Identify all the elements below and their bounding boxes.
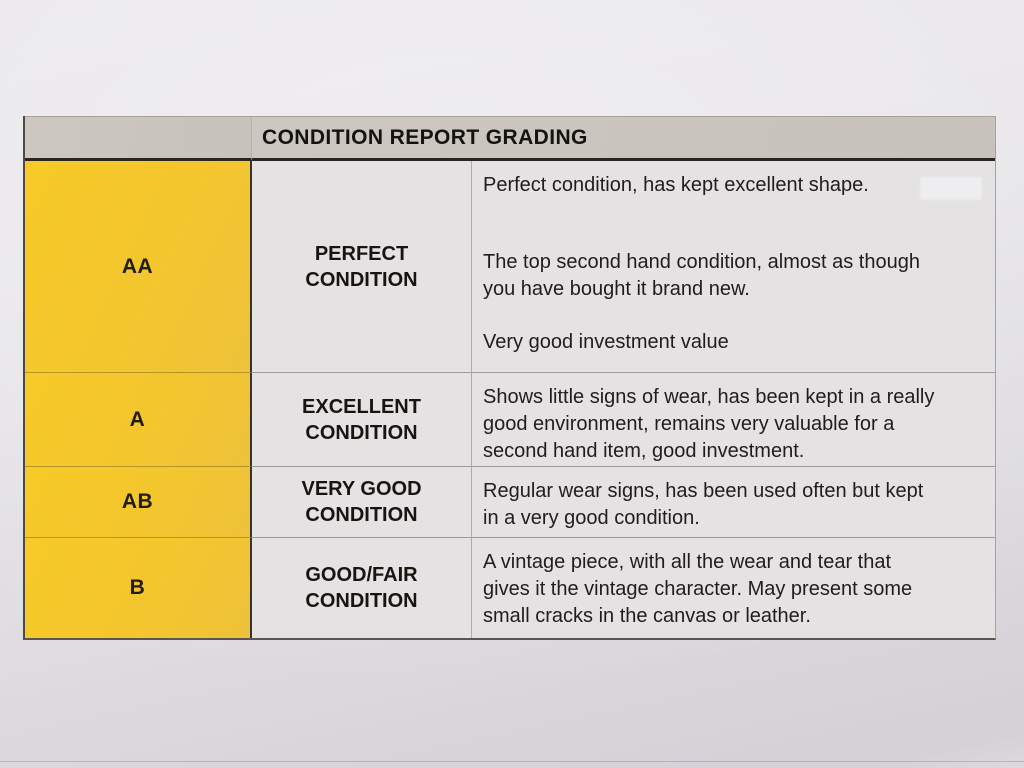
condition-label: PERFECT CONDITION — [305, 242, 418, 291]
description-cell-aa: Perfect condition, has kept excellent sh… — [472, 161, 995, 372]
grade-label: A — [129, 407, 146, 431]
description-paragraph: Regular wear signs, has been used often … — [483, 480, 924, 529]
paper-bottom-edge — [0, 761, 1024, 762]
condition-label: EXCELLENT CONDITION — [302, 395, 421, 444]
condition-cell-excellent: EXCELLENT CONDITION — [252, 372, 472, 466]
description-cell-a: Shows little signs of wear, has been kep… — [472, 372, 995, 466]
header-spacer-cell — [25, 116, 252, 161]
description-cell-b: A vintage piece, with all the wear and t… — [472, 537, 995, 638]
description-paragraph: Shows little signs of wear, has been kep… — [483, 386, 935, 462]
condition-cell-very-good: VERY GOOD CONDITION — [252, 466, 472, 537]
description-cell-ab: Regular wear signs, has been used often … — [472, 466, 995, 537]
condition-cell-perfect: PERFECT CONDITION — [252, 161, 472, 372]
description-paragraph: A vintage piece, with all the wear and t… — [483, 551, 913, 627]
grade-label: AA — [121, 254, 154, 278]
condition-grading-table: CONDITION REPORT GRADING AA PERFECT COND… — [23, 116, 996, 640]
grade-label: AB — [121, 490, 154, 513]
table-title-cell: CONDITION REPORT GRADING — [252, 116, 995, 161]
grade-label: B — [129, 576, 146, 599]
condition-label: VERY GOOD CONDITION — [301, 478, 422, 526]
description-paragraph: The top second hand condition, almost as… — [483, 251, 920, 300]
grade-cell-b: B — [25, 537, 252, 638]
description-paragraph: Very good investment value — [483, 331, 729, 353]
grade-cell-a: A — [25, 372, 252, 466]
correction-fluid-patch — [920, 177, 982, 200]
table-title: CONDITION REPORT GRADING — [262, 125, 588, 149]
description-paragraph: Perfect condition, has kept excellent sh… — [483, 174, 869, 196]
condition-label: GOOD/FAIR CONDITION — [305, 564, 418, 612]
condition-cell-good-fair: GOOD/FAIR CONDITION — [252, 537, 472, 638]
grade-cell-ab: AB — [25, 466, 252, 537]
grade-cell-aa: AA — [25, 161, 252, 372]
